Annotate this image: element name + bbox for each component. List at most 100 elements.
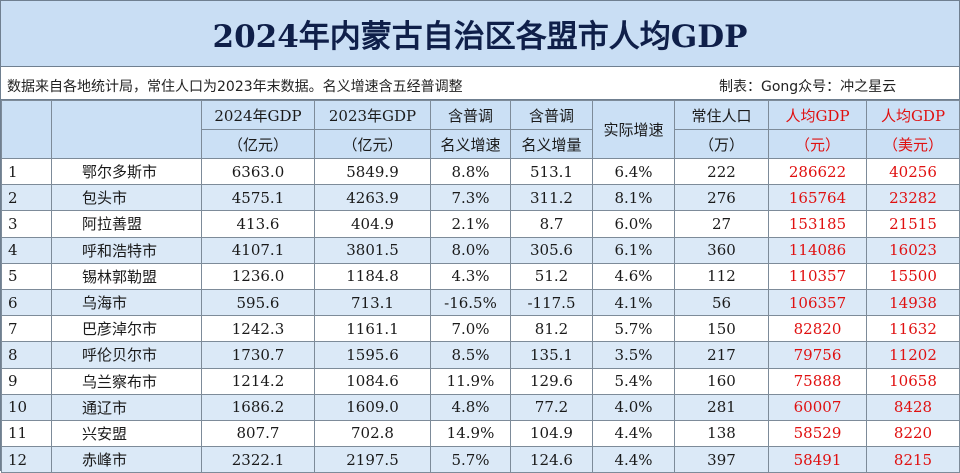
header-gdp-2024: 2024年GDP	[201, 100, 315, 130]
per-capita-usd-cell: 16023	[866, 236, 960, 264]
population-cell: 112	[674, 262, 769, 290]
nominal-increase-cell: 311.2	[510, 184, 593, 212]
rank-cell: 8	[1, 341, 52, 369]
rank-cell: 11	[1, 419, 52, 448]
per-capita-cny-cell: 75888	[768, 367, 867, 395]
gdp-2024-cell: 4107.1	[201, 236, 315, 264]
gdp-2023-cell: 2197.5	[314, 446, 431, 473]
gdp-2024-cell: 2322.1	[201, 446, 315, 473]
gdp-2024-cell: 1730.7	[201, 341, 315, 369]
header-real-growth: 实际增速	[592, 100, 675, 159]
nominal-increase-cell: 77.2	[510, 393, 593, 421]
city-cell: 呼和浩特市	[51, 236, 202, 264]
nominal-increase-cell: 135.1	[510, 341, 593, 369]
nominal-growth-cell: 2.1%	[430, 210, 511, 238]
population-cell: 222	[674, 157, 769, 186]
per-capita-cny-cell: 58529	[768, 419, 867, 448]
gdp-2023-cell: 404.9	[314, 210, 431, 238]
real-growth-cell: 4.1%	[592, 288, 675, 317]
gdp-2024-cell: 807.7	[201, 419, 315, 448]
population-cell: 56	[674, 288, 769, 317]
nominal-growth-cell: 11.9%	[430, 367, 511, 395]
header-per-capita-cny-unit: （元）	[768, 129, 867, 159]
gdp-2024-cell: 1242.3	[201, 315, 315, 343]
gdp-2024-cell: 595.6	[201, 288, 315, 317]
gdp-2024-cell: 413.6	[201, 210, 315, 238]
source-note: 数据来自各地统计局，常住人口为2023年末数据。名义增速含五经普调整	[7, 79, 463, 95]
rank-cell: 7	[1, 315, 52, 343]
nominal-growth-cell: 14.9%	[430, 419, 511, 448]
per-capita-usd-cell: 8220	[866, 419, 960, 448]
nominal-growth-cell: 8.8%	[430, 157, 511, 186]
header-population: 常住人口	[674, 100, 769, 130]
gdp-2023-cell: 4263.9	[314, 184, 431, 212]
nominal-increase-cell: 81.2	[510, 315, 593, 343]
city-cell: 巴彦淖尔市	[51, 315, 202, 343]
header-row-1: 2024年GDP 2023年GDP 含普调 含普调 实际增速 常住人口 人均GD…	[1, 100, 960, 159]
gdp-2024-cell: 4575.1	[201, 184, 315, 212]
real-growth-cell: 4.4%	[592, 446, 675, 473]
nominal-growth-cell: 4.3%	[430, 262, 511, 290]
population-cell: 397	[674, 446, 769, 473]
population-cell: 217	[674, 341, 769, 369]
rank-cell: 1	[1, 157, 52, 186]
rank-cell: 4	[1, 236, 52, 264]
nominal-growth-cell: 8.5%	[430, 341, 511, 369]
gdp-2023-cell: 3801.5	[314, 236, 431, 264]
nominal-growth-cell: 8.0%	[430, 236, 511, 264]
table-row: 11 兴安盟 807.7 702.8 14.9% 104.9 4.4% 138 58529 822…	[1, 419, 960, 448]
per-capita-usd-cell: 15500	[866, 262, 960, 290]
city-cell: 通辽市	[51, 393, 202, 421]
per-capita-cny-cell: 79756	[768, 341, 867, 369]
city-cell: 阿拉善盟	[51, 210, 202, 238]
gdp-2023-cell: 1184.8	[314, 262, 431, 290]
per-capita-cny-cell: 106357	[768, 288, 867, 317]
real-growth-cell: 6.0%	[592, 210, 675, 238]
per-capita-usd-cell: 14938	[866, 288, 960, 317]
header-nominal-increase-sub: 名义增量	[510, 129, 593, 159]
city-cell: 乌兰察布市	[51, 367, 202, 395]
nominal-growth-cell: 7.3%	[430, 184, 511, 212]
nominal-increase-cell: 513.1	[510, 157, 593, 186]
city-cell: 鄂尔多斯市	[51, 157, 202, 186]
header-per-capita-usd-unit: （美元）	[866, 129, 960, 159]
population-cell: 27	[674, 210, 769, 238]
per-capita-cny-cell: 58491	[768, 446, 867, 473]
city-cell: 赤峰市	[51, 446, 202, 473]
real-growth-cell: 5.7%	[592, 315, 675, 343]
rank-cell: 3	[1, 210, 52, 238]
table-row: 4 呼和浩特市 4107.1 3801.5 8.0% 305.6 6.1% 360 114086…	[1, 236, 960, 264]
rank-cell: 2	[1, 184, 52, 212]
real-growth-cell: 5.4%	[592, 367, 675, 395]
rank-cell: 12	[1, 446, 52, 473]
per-capita-cny-cell: 153185	[768, 210, 867, 238]
nominal-growth-cell: 7.0%	[430, 315, 511, 343]
header-nominal-growth: 含普调	[430, 100, 511, 130]
gdp-2023-cell: 1609.0	[314, 393, 431, 421]
header-gdp-2023-unit: （亿元）	[314, 129, 431, 159]
rank-cell: 10	[1, 393, 52, 421]
per-capita-usd-cell: 10658	[866, 367, 960, 395]
header-nominal-growth-sub: 名义增速	[430, 129, 511, 159]
nominal-growth-cell: 4.8%	[430, 393, 511, 421]
per-capita-usd-cell: 8215	[866, 446, 960, 473]
header-per-capita-usd: 人均GDP	[866, 100, 960, 130]
gdp-2023-cell: 713.1	[314, 288, 431, 317]
per-capita-cny-cell: 60007	[768, 393, 867, 421]
author-credit: 制表：Gong众号：冲之星云	[719, 79, 897, 95]
table-row: 9 乌兰察布市 1214.2 1084.6 11.9% 129.6 5.4% 160 75888…	[1, 367, 960, 395]
per-capita-usd-cell: 40256	[866, 157, 960, 186]
rank-cell: 5	[1, 262, 52, 290]
source-note-bar: 数据来自各地统计局，常住人口为2023年末数据。名义增速含五经普调整 制表：Go…	[1, 67, 959, 100]
per-capita-cny-cell: 82820	[768, 315, 867, 343]
city-cell: 呼伦贝尔市	[51, 341, 202, 369]
table-row: 10 通辽市 1686.2 1609.0 4.8% 77.2 4.0% 281 60007 842…	[1, 393, 960, 421]
nominal-increase-cell: 129.6	[510, 367, 593, 395]
table-row: 2 包头市 4575.1 4263.9 7.3% 311.2 8.1% 276 165764 23…	[1, 184, 960, 212]
real-growth-cell: 6.1%	[592, 236, 675, 264]
nominal-increase-cell: 8.7	[510, 210, 593, 238]
table-row: 6 乌海市 595.6 713.1 -16.5% -117.5 4.1% 56 106357 14…	[1, 288, 960, 317]
per-capita-usd-cell: 11632	[866, 315, 960, 343]
real-growth-cell: 8.1%	[592, 184, 675, 212]
